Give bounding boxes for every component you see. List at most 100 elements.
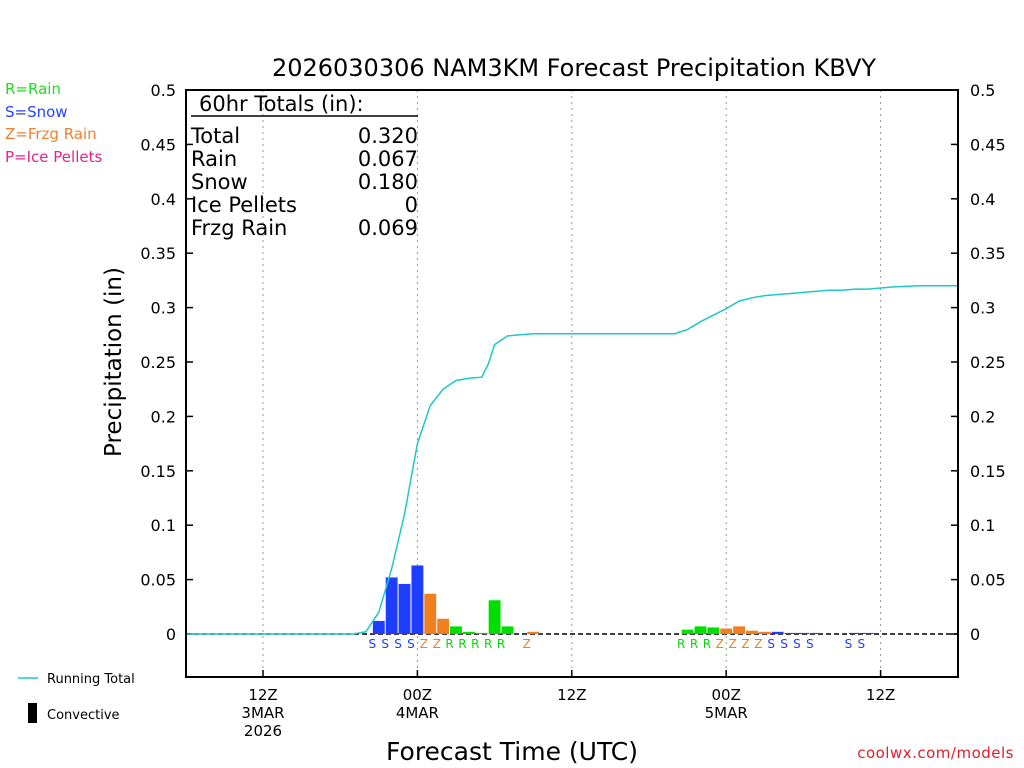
- precip-type-letter: S: [767, 637, 775, 651]
- precip-type-letter: Z: [420, 637, 428, 651]
- precip-type-letter: Z: [741, 637, 749, 651]
- x-tick-label: 00Z: [403, 686, 432, 704]
- y-tick-label-right: 0.15: [970, 462, 1006, 481]
- y-tick-label-left: 0.35: [140, 244, 176, 263]
- totals-row-label: Total: [190, 124, 240, 148]
- type-legend-item: P=Ice Pellets: [5, 147, 103, 166]
- x-tick-label: 4MAR: [396, 704, 439, 722]
- y-tick-label-right: 0.4: [970, 190, 995, 209]
- y-tick-label-right: 0.05: [970, 571, 1006, 590]
- y-tick-label-left: 0.15: [140, 462, 176, 481]
- precip-bars: [372, 565, 874, 634]
- precip-type-letter: S: [407, 637, 415, 651]
- precip-bar: [720, 628, 733, 634]
- precip-type-letter: S: [394, 637, 402, 651]
- y-tick-label-left: 0.5: [151, 81, 176, 100]
- precip-bar: [771, 631, 784, 634]
- precip-bar: [527, 631, 540, 634]
- precip-bar: [694, 626, 707, 634]
- precip-bar: [733, 626, 745, 634]
- precip-bar: [372, 620, 385, 634]
- precip-bar: [385, 577, 398, 634]
- precip-bar: [848, 632, 861, 634]
- precip-type-letter: S: [369, 637, 377, 651]
- precip-type-letter: Z: [716, 637, 724, 651]
- precip-bar: [462, 631, 475, 634]
- plot-frame: [185, 89, 959, 678]
- precip-bar: [810, 632, 823, 634]
- y-tick-label-left: 0.3: [151, 299, 176, 318]
- precip-type-letter: Z: [754, 637, 762, 651]
- y-tick-label-right: 0: [970, 625, 980, 644]
- precip-type-letter: R: [497, 637, 505, 651]
- precip-bar: [424, 593, 437, 634]
- precip-bar: [784, 632, 797, 634]
- y-tick-label-right: 0.35: [970, 244, 1006, 263]
- precip-bar: [411, 565, 424, 634]
- precip-bar: [758, 631, 771, 634]
- totals-row-value: 0.067: [358, 147, 418, 171]
- precip-type-letter: R: [677, 637, 685, 651]
- y-tick-label-right: 0.3: [970, 299, 995, 318]
- precip-type-letter: R: [703, 637, 711, 651]
- precip-type-letter: Z: [729, 637, 737, 651]
- y-tick-label-left: 0: [166, 625, 176, 644]
- totals-box: 60hr Totals (in): Total 0.320 Rain 0.067 Sno…: [190, 92, 418, 240]
- y-tick-label-left: 0.45: [140, 135, 176, 154]
- totals-row-label: Ice Pellets: [191, 193, 297, 217]
- precip-type-letter: R: [471, 637, 479, 651]
- type-legend-item: S=Snow: [5, 102, 68, 121]
- y-tick-labels-right: 0 0.05 0.1 0.15 0.2 0.25 0.3 0.35 0.4 0.45 0.5: [951, 81, 1006, 644]
- y-axis-label: Precipitation (in): [101, 267, 127, 457]
- totals-row-value: 0.069: [358, 216, 418, 240]
- precip-bar: [797, 632, 810, 634]
- totals-row-value: 0.180: [358, 170, 418, 194]
- precip-bar: [450, 626, 462, 634]
- precip-bar: [398, 583, 411, 634]
- x-tick-label: 12Z: [557, 686, 586, 704]
- totals-row-label: Frzg Rain: [191, 216, 287, 240]
- x-tick-label: 3MAR: [241, 704, 284, 722]
- type-legend-item: Z=Frzg Rain: [5, 125, 97, 143]
- y-tick-label-left: 0.4: [151, 190, 176, 209]
- y-tick-labels-left: 0 0.05 0.1 0.15 0.2 0.25 0.3 0.35 0.4 0.45 0.5: [140, 81, 193, 644]
- y-tick-label-left: 0.2: [151, 407, 176, 426]
- precip-type-letter: S: [857, 637, 865, 651]
- chart-title: 2026030306 NAM3KM Forecast Precipitation…: [272, 54, 876, 82]
- y-tick-label-right: 0.45: [970, 135, 1006, 154]
- precip-bar: [746, 630, 758, 634]
- totals-header: 60hr Totals (in):: [199, 92, 364, 116]
- x-tick-label: 12Z: [866, 686, 895, 704]
- y-tick-label-right: 0.25: [970, 353, 1006, 372]
- y-tick-label-right: 0.1: [970, 516, 995, 535]
- x-tick-label: 00Z: [712, 686, 741, 704]
- x-tick-label: 12Z: [248, 686, 277, 704]
- credit-text: coolwx.com/models: [857, 744, 1014, 762]
- x-tick-label: 5MAR: [705, 704, 748, 722]
- totals-row-label: Snow: [191, 170, 248, 194]
- y-tick-label-right: 0.2: [970, 407, 995, 426]
- precip-type-letter: R: [458, 637, 466, 651]
- precip-bar: [437, 618, 450, 634]
- totals-row-value: 0: [405, 193, 418, 217]
- precip-type-letter: R: [445, 637, 453, 651]
- precip-type-letter: S: [381, 637, 389, 651]
- precip-type-letter: R: [484, 637, 492, 651]
- precip-type-letter: S: [845, 637, 853, 651]
- convective-legend-label: Convective: [47, 708, 120, 723]
- precip-bar: [501, 626, 514, 634]
- precip-bar: [681, 629, 694, 634]
- totals-row-value: 0.320: [358, 124, 418, 148]
- precip-type-letter: S: [806, 637, 814, 651]
- precip-type-letter: S: [780, 637, 788, 651]
- gridlines: [262, 90, 882, 677]
- y-tick-label-right: 0.5: [970, 81, 995, 100]
- precip-type-letter: Z: [523, 637, 531, 651]
- totals-rows: Total 0.320 Rain 0.067 Snow 0.180 Ice Pellets 0…: [190, 124, 418, 240]
- precip-bar: [707, 627, 720, 634]
- type-legend: R=Rain S=Snow Z=Frzg Rain P=Ice Pellets: [5, 80, 102, 170]
- precip-bar: [861, 632, 874, 634]
- running-total-legend-label: Running Total: [47, 672, 135, 687]
